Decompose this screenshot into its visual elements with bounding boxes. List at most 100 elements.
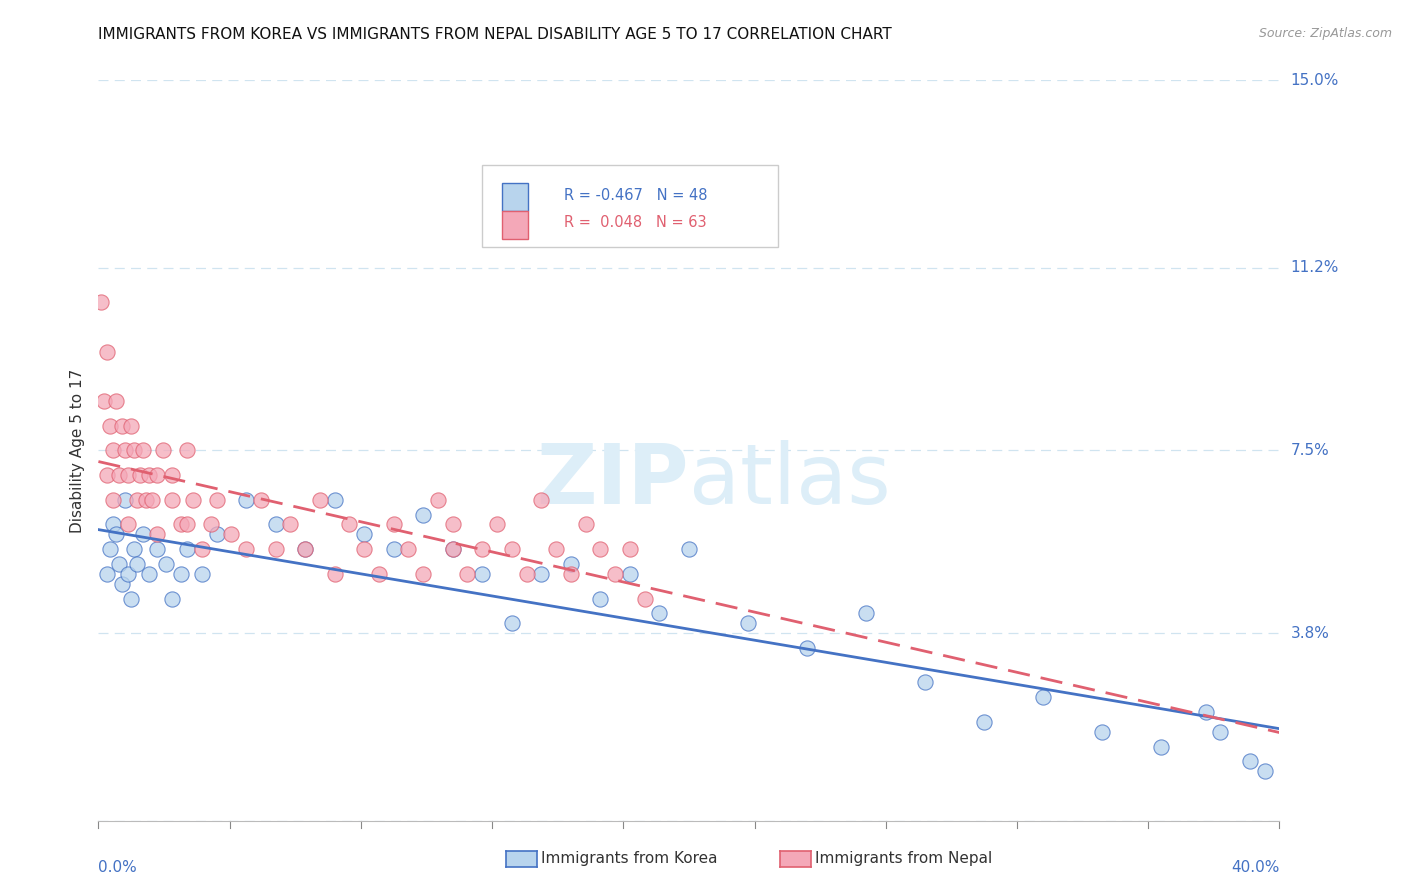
Point xyxy=(125,557,148,571)
Point xyxy=(796,640,818,655)
Point xyxy=(170,566,193,581)
Point xyxy=(162,468,183,483)
Point xyxy=(108,468,131,483)
Point xyxy=(146,527,169,541)
Point xyxy=(103,443,125,458)
Point xyxy=(111,418,134,433)
Point xyxy=(560,566,582,581)
Point xyxy=(501,542,523,557)
Point xyxy=(120,418,142,433)
Text: ZIP: ZIP xyxy=(537,440,689,521)
Point xyxy=(114,443,136,458)
Point xyxy=(191,566,214,581)
Text: 3.8%: 3.8% xyxy=(1291,625,1330,640)
Text: 11.2%: 11.2% xyxy=(1291,260,1339,276)
Point xyxy=(280,517,302,532)
Point xyxy=(235,542,257,557)
Point xyxy=(205,527,228,541)
Text: Immigrants from Korea: Immigrants from Korea xyxy=(541,852,718,866)
Y-axis label: Disability Age 5 to 17: Disability Age 5 to 17 xyxy=(69,368,84,533)
Point xyxy=(221,527,243,541)
Point xyxy=(575,517,598,532)
Point xyxy=(235,492,257,507)
Point xyxy=(108,557,131,571)
Point xyxy=(427,492,450,507)
Point xyxy=(98,418,121,433)
Point xyxy=(132,443,155,458)
FancyBboxPatch shape xyxy=(502,183,529,211)
Point xyxy=(146,468,169,483)
Point xyxy=(441,542,464,557)
Point xyxy=(678,542,700,557)
Point xyxy=(634,591,657,606)
Point xyxy=(264,542,287,557)
Point xyxy=(605,566,627,581)
Point xyxy=(382,517,405,532)
Point xyxy=(486,517,509,532)
Point xyxy=(117,468,139,483)
Text: Immigrants from Nepal: Immigrants from Nepal xyxy=(815,852,993,866)
Text: R =  0.048   N = 63: R = 0.048 N = 63 xyxy=(564,215,706,230)
Point xyxy=(323,492,346,507)
Point xyxy=(205,492,228,507)
Point xyxy=(125,492,148,507)
Point xyxy=(117,566,139,581)
Point xyxy=(96,468,118,483)
Point xyxy=(103,517,125,532)
Point xyxy=(132,527,155,541)
Text: Source: ZipAtlas.com: Source: ZipAtlas.com xyxy=(1258,27,1392,40)
Point xyxy=(96,344,118,359)
Point xyxy=(141,492,163,507)
Point xyxy=(412,566,434,581)
Point xyxy=(98,542,121,557)
Point xyxy=(122,443,145,458)
Point xyxy=(1091,724,1114,739)
Point xyxy=(1032,690,1054,705)
Point xyxy=(103,492,125,507)
Point xyxy=(471,566,494,581)
Point xyxy=(105,527,128,541)
Point xyxy=(339,517,361,532)
Point xyxy=(619,542,641,557)
Point xyxy=(353,542,375,557)
Text: IMMIGRANTS FROM KOREA VS IMMIGRANTS FROM NEPAL DISABILITY AGE 5 TO 17 CORRELATIO: IMMIGRANTS FROM KOREA VS IMMIGRANTS FROM… xyxy=(98,27,893,42)
Text: 7.5%: 7.5% xyxy=(1291,443,1329,458)
Point xyxy=(516,566,538,581)
Point xyxy=(122,542,145,557)
Point xyxy=(382,542,405,557)
Point xyxy=(619,566,641,581)
Point xyxy=(309,492,332,507)
Point xyxy=(855,607,877,621)
Point xyxy=(1150,739,1173,754)
Point xyxy=(501,616,523,631)
Point xyxy=(353,527,375,541)
Point xyxy=(114,492,136,507)
Text: 40.0%: 40.0% xyxy=(1232,860,1279,874)
Text: 15.0%: 15.0% xyxy=(1291,73,1339,87)
Point xyxy=(323,566,346,581)
Point xyxy=(138,468,160,483)
Point xyxy=(412,508,434,522)
Point xyxy=(530,566,553,581)
Point xyxy=(648,607,671,621)
Point xyxy=(294,542,316,557)
Point xyxy=(117,517,139,532)
Point xyxy=(1254,764,1277,779)
Point xyxy=(170,517,193,532)
Point xyxy=(441,542,464,557)
Point xyxy=(294,542,316,557)
Point xyxy=(457,566,479,581)
Text: R = -0.467   N = 48: R = -0.467 N = 48 xyxy=(564,187,707,202)
Point xyxy=(111,576,134,591)
Point xyxy=(191,542,214,557)
Point xyxy=(105,394,128,409)
Point xyxy=(176,542,198,557)
Point xyxy=(589,542,612,557)
Point xyxy=(93,394,115,409)
Point xyxy=(1209,724,1232,739)
Point xyxy=(264,517,287,532)
Point xyxy=(155,557,177,571)
Point xyxy=(1195,705,1218,719)
Text: 0.0%: 0.0% xyxy=(98,860,138,874)
Point xyxy=(441,517,464,532)
